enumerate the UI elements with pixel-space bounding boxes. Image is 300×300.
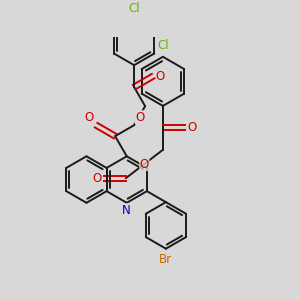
Text: O: O [187, 122, 196, 134]
Text: Cl: Cl [128, 2, 140, 15]
Text: O: O [92, 172, 102, 185]
Text: O: O [155, 70, 164, 83]
Text: O: O [135, 111, 145, 124]
Text: N: N [122, 204, 131, 217]
Text: Br: Br [159, 253, 172, 266]
Text: O: O [140, 158, 149, 170]
Text: Cl: Cl [157, 39, 169, 52]
Text: O: O [84, 111, 94, 124]
Text: N: N [122, 204, 131, 217]
